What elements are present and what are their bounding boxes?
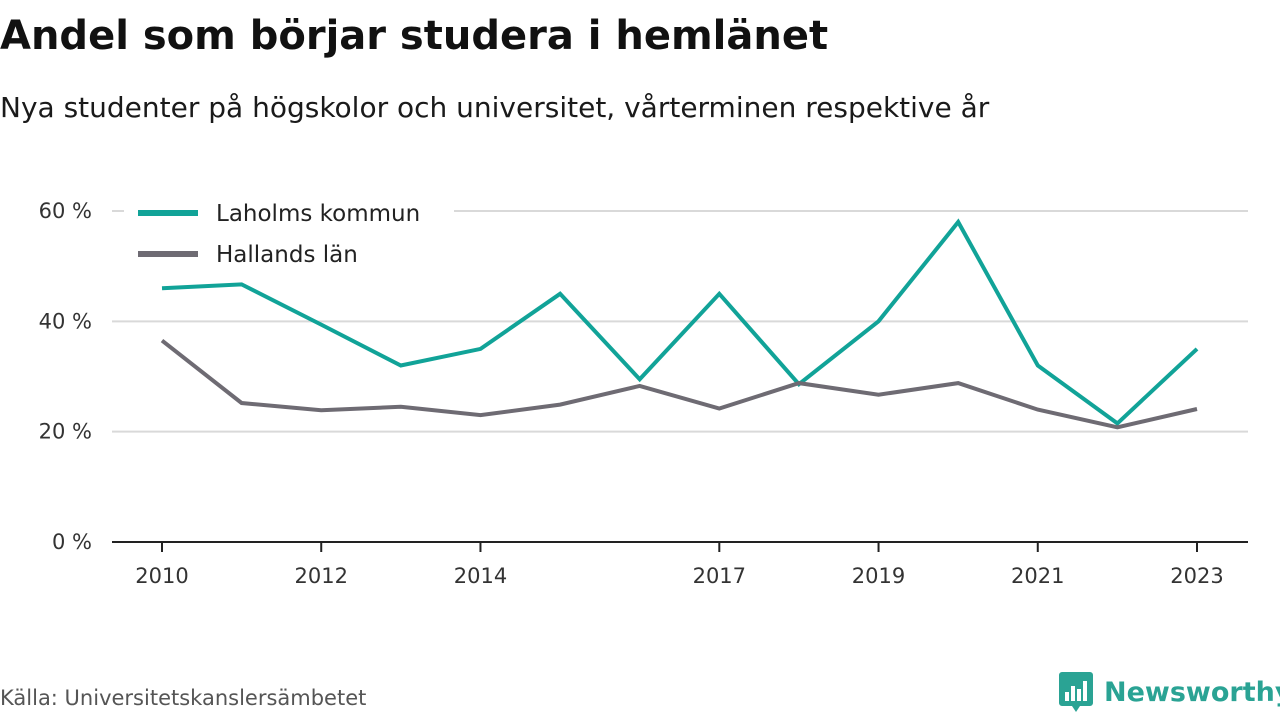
x-tick-label: 2021 (1011, 564, 1064, 588)
y-tick-label: 40 % (39, 309, 92, 333)
data-point (240, 282, 244, 286)
data-point (956, 381, 960, 385)
data-point (160, 286, 164, 290)
data-point (956, 220, 960, 224)
data-point (478, 347, 482, 351)
legend-background (124, 193, 454, 273)
legend-label: Laholms kommun (216, 201, 420, 227)
data-point (399, 405, 403, 409)
y-tick-label: 20 % (39, 420, 92, 444)
brand-name: Newsworthy (1104, 676, 1280, 708)
data-point (717, 406, 721, 410)
y-tick-label: 0 % (52, 530, 92, 554)
data-point (399, 363, 403, 367)
y-tick-label: 60 % (39, 199, 92, 223)
series-line-0 (161, 218, 1199, 426)
data-point (638, 377, 642, 381)
x-tick-label: 2014 (454, 564, 507, 588)
source-note: Källa: Universitetskanslersämbetet (0, 686, 367, 710)
data-point (1195, 347, 1199, 351)
data-point (1036, 363, 1040, 367)
chart-subtitle: Nya studenter på högskolor och universit… (0, 91, 990, 124)
data-point (638, 384, 642, 388)
data-point (558, 403, 562, 407)
data-point (319, 323, 323, 327)
legend-label: Hallands län (216, 242, 358, 268)
x-tick-label: 2012 (295, 564, 348, 588)
data-point (1195, 407, 1199, 411)
data-point (478, 413, 482, 417)
series-line-1 (160, 339, 1198, 430)
chart-title: Andel som börjar studera i hemlänet (0, 13, 829, 59)
brand-logo: Newsworthy (1058, 670, 1280, 714)
x-tick-label: 2017 (693, 564, 746, 588)
data-point (877, 319, 881, 323)
data-point (797, 381, 801, 385)
x-tick-label: 2019 (852, 564, 905, 588)
bar-chart-speech-bubble-icon (1059, 672, 1093, 712)
x-tick-label: 2023 (1170, 564, 1223, 588)
data-point (240, 401, 244, 405)
data-point (558, 292, 562, 296)
data-point (717, 292, 721, 296)
data-point (877, 393, 881, 397)
data-point (319, 408, 323, 412)
data-point (1115, 425, 1119, 429)
data-point (160, 339, 164, 343)
data-point (1036, 408, 1040, 412)
data-point (1115, 421, 1119, 425)
x-tick-label: 2010 (135, 564, 188, 588)
